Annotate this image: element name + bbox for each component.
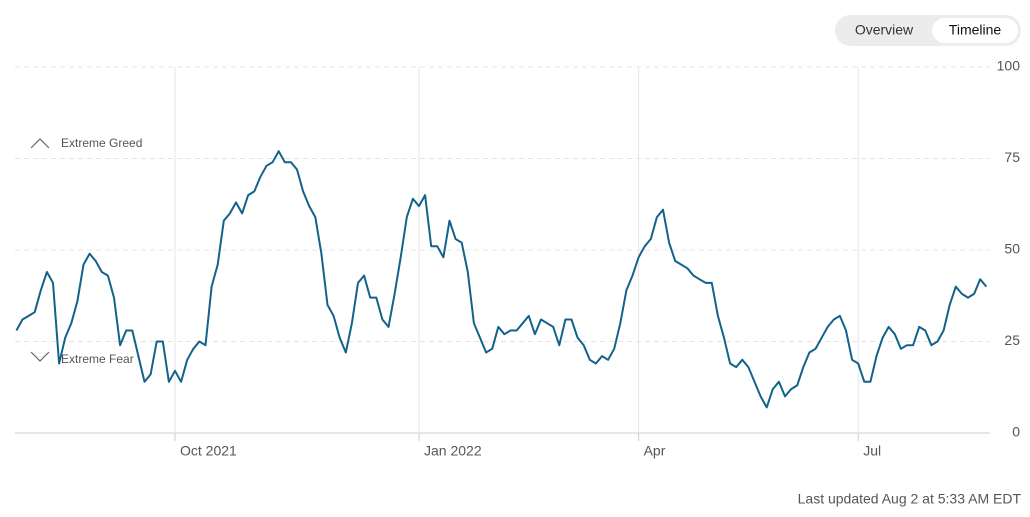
- y-tick-label: 25: [1004, 332, 1020, 348]
- x-tick-label: Oct 2021: [180, 443, 237, 459]
- x-tick-label: Jan 2022: [424, 443, 482, 459]
- y-tick-label: 75: [1004, 149, 1020, 165]
- y-tick-label: 100: [997, 58, 1021, 74]
- line: [15, 150, 988, 409]
- annotation: Extreme Fear: [61, 352, 134, 366]
- y-tick-label: 0: [1012, 424, 1020, 440]
- greed-arrow: [30, 138, 50, 149]
- x-tick-label: Apr: [644, 443, 666, 459]
- y-tick-label: 50: [1004, 241, 1020, 257]
- fear-arrow: [30, 351, 50, 362]
- toggle-option[interactable]: Overview: [855, 22, 914, 38]
- toggle-option[interactable]: Timeline: [949, 22, 1002, 38]
- toggle-active: [932, 18, 1018, 43]
- x-tick-label: Jul: [863, 443, 881, 459]
- annotation: Extreme Greed: [61, 136, 142, 150]
- footer: Last updated Aug 2 at 5:33 AM EDT: [798, 491, 1022, 507]
